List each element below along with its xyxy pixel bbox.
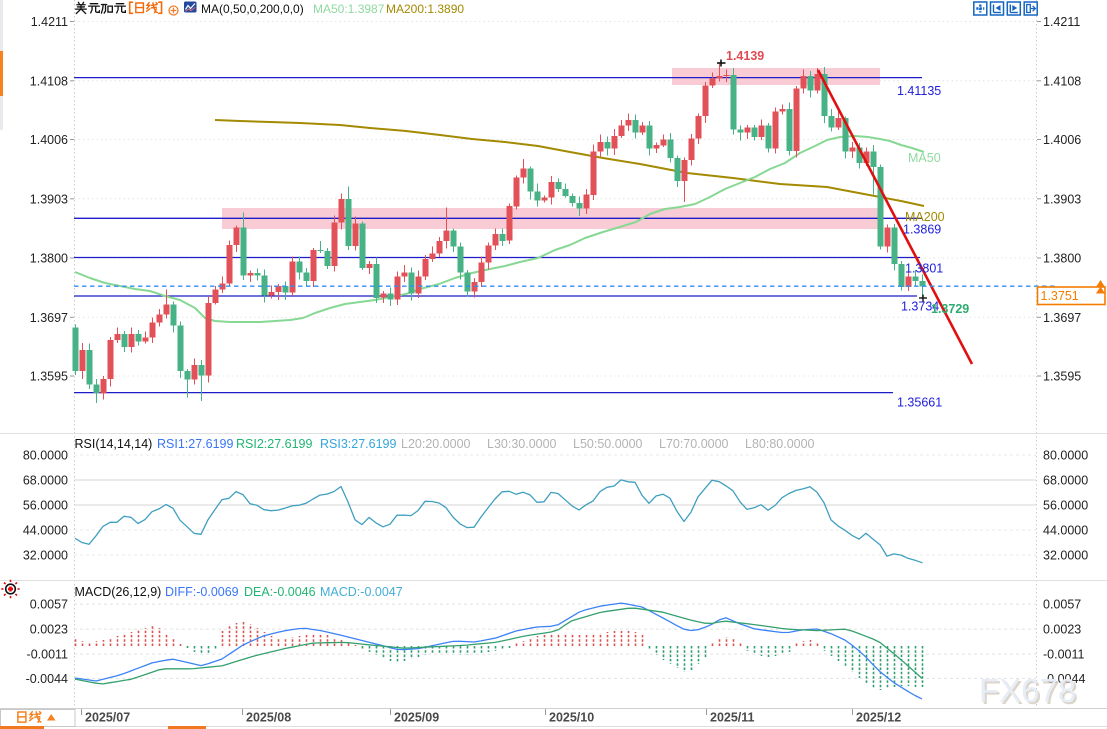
svg-text:RSI1:27.6199: RSI1:27.6199 (157, 437, 233, 451)
svg-text:L70:70.0000: L70:70.0000 (659, 437, 729, 451)
svg-text:68.0000: 68.0000 (1043, 474, 1088, 488)
svg-text:-0.0011: -0.0011 (1043, 648, 1085, 662)
svg-text:L80:80.0000: L80:80.0000 (745, 437, 815, 451)
svg-text:1.4006: 1.4006 (30, 133, 68, 147)
svg-text:1.4108: 1.4108 (30, 74, 68, 88)
svg-text:44.0000: 44.0000 (1043, 524, 1088, 538)
svg-text:MACD(26,12,9): MACD(26,12,9) (75, 585, 162, 599)
svg-text:1.3903: 1.3903 (30, 192, 68, 206)
svg-text:68.0000: 68.0000 (23, 474, 68, 488)
svg-text:2025/09: 2025/09 (394, 711, 439, 725)
svg-text:0.0023: 0.0023 (1043, 623, 1081, 637)
svg-text:-0.0011: -0.0011 (27, 648, 69, 662)
svg-text:1.41135: 1.41135 (897, 84, 941, 98)
svg-text:L50:50.0000: L50:50.0000 (573, 437, 643, 451)
svg-text:1.3595: 1.3595 (1043, 370, 1081, 384)
svg-text:FX678: FX678 (979, 672, 1076, 709)
svg-text:-0.0044: -0.0044 (1043, 672, 1085, 686)
svg-text:32.0000: 32.0000 (23, 549, 68, 563)
svg-text:1.3869: 1.3869 (903, 223, 941, 237)
svg-text:1.3751: 1.3751 (1041, 289, 1079, 303)
svg-text:2025/07: 2025/07 (85, 711, 130, 725)
svg-text:1.35661: 1.35661 (897, 396, 942, 410)
svg-text:2025/11: 2025/11 (710, 711, 755, 725)
svg-text:DIFF:-0.0069: DIFF:-0.0069 (165, 585, 239, 599)
svg-text:-0.0044: -0.0044 (26, 672, 68, 686)
svg-text:2025/10: 2025/10 (549, 711, 594, 725)
svg-text:1.3734: 1.3734 (901, 300, 939, 314)
svg-text:RSI3:27.6199: RSI3:27.6199 (320, 437, 396, 451)
svg-text:1.4139: 1.4139 (726, 49, 764, 63)
svg-text:1.3800: 1.3800 (1043, 252, 1081, 266)
svg-text:2025/12: 2025/12 (856, 711, 901, 725)
svg-text:1.4108: 1.4108 (1043, 74, 1081, 88)
svg-text:44.0000: 44.0000 (23, 524, 68, 538)
svg-text:80.0000: 80.0000 (23, 449, 68, 463)
svg-text:MA(0,50,0,200,0,0): MA(0,50,0,200,0,0) (201, 2, 304, 16)
svg-text:1.3903: 1.3903 (1043, 192, 1081, 206)
svg-text:1.3595: 1.3595 (30, 370, 68, 384)
svg-text:1.3697: 1.3697 (30, 311, 68, 325)
svg-text:MA50:1.3987: MA50:1.3987 (313, 2, 385, 16)
svg-text:0.0057: 0.0057 (30, 598, 68, 612)
svg-text:DEA:-0.0046: DEA:-0.0046 (244, 585, 316, 599)
svg-text:56.0000: 56.0000 (1043, 499, 1088, 513)
svg-text:1.4211: 1.4211 (31, 15, 68, 29)
svg-text:1.4211: 1.4211 (1043, 15, 1080, 29)
svg-text:2025/08: 2025/08 (246, 711, 291, 725)
svg-text:MACD:-0.0047: MACD:-0.0047 (320, 585, 403, 599)
svg-text:1.3800: 1.3800 (30, 252, 68, 266)
svg-text:MA200: MA200 (905, 210, 945, 224)
svg-text:80.0000: 80.0000 (1043, 449, 1088, 463)
svg-text:MA200:1.3890: MA200:1.3890 (386, 2, 464, 16)
svg-text:32.0000: 32.0000 (1043, 549, 1088, 563)
svg-text:1.3697: 1.3697 (1043, 311, 1081, 325)
svg-text:L30:30.0000: L30:30.0000 (487, 437, 557, 451)
svg-text:RSI2:27.6199: RSI2:27.6199 (236, 437, 312, 451)
svg-text:L20:20.0000: L20:20.0000 (401, 437, 471, 451)
svg-text:RSI(14,14,14): RSI(14,14,14) (75, 437, 153, 451)
svg-text:56.0000: 56.0000 (23, 499, 68, 513)
svg-text:0.0057: 0.0057 (1043, 598, 1081, 612)
svg-text:1.3729: 1.3729 (931, 302, 969, 316)
svg-text:1.4006: 1.4006 (1043, 133, 1081, 147)
svg-text:FX678: FX678 (981, 674, 1078, 711)
svg-text:0.0023: 0.0023 (30, 623, 68, 637)
svg-text:MA50: MA50 (908, 151, 941, 165)
svg-text:1.3801: 1.3801 (905, 262, 943, 276)
